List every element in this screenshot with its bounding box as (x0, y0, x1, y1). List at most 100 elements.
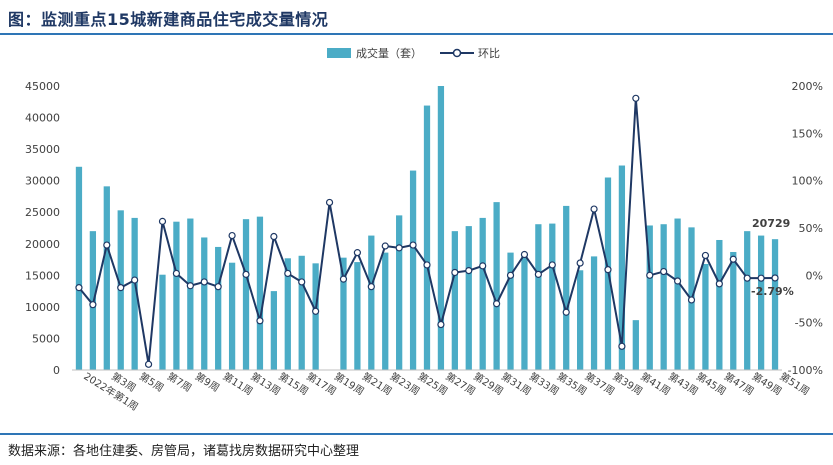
line-point (284, 269, 292, 278)
line-point (353, 249, 361, 257)
bar (730, 251, 737, 370)
line-point (534, 270, 542, 278)
x-tick-label: 第45周 (694, 370, 729, 398)
line-point (75, 284, 83, 292)
title-divider (0, 33, 833, 35)
bar (618, 165, 626, 370)
y-left-tick: 40000 (25, 112, 60, 125)
line-point (242, 270, 250, 278)
bar (674, 218, 681, 370)
bar (368, 235, 375, 370)
line-series (75, 94, 779, 368)
y-axis-right: -100% -50% 0% 50% 100% 150% 200% (788, 80, 823, 377)
bar (228, 262, 236, 370)
legend-bar-swatch (327, 48, 351, 58)
x-tick-label: 第33周 (527, 370, 562, 398)
x-tick-label: 第17周 (304, 370, 339, 398)
x-tick-label: 第13周 (248, 370, 283, 398)
bar (103, 186, 110, 370)
line-point (298, 278, 306, 286)
line-point (144, 360, 153, 368)
bar (744, 231, 751, 370)
line-point (646, 271, 654, 279)
line-point (325, 198, 334, 207)
y-left-tick: 25000 (25, 206, 60, 219)
bar (507, 252, 514, 370)
bar (215, 246, 222, 370)
data-source: 数据来源：各地住建委、房管局，诸葛找房数据研究中心整理 (8, 444, 360, 459)
y-right-tick: -50% (795, 317, 823, 330)
y-right-tick: 100% (792, 175, 823, 188)
legend-bar-label: 成交量（套） (356, 46, 422, 60)
bar (409, 170, 417, 370)
line-point (618, 342, 626, 350)
bar (716, 239, 723, 370)
bar (521, 252, 528, 370)
page-title: 图：监测重点15城新建商品住宅成交量情况 (8, 10, 329, 29)
bar (771, 239, 779, 370)
legend-line-marker (452, 48, 462, 58)
bar-series (75, 86, 779, 370)
bar (284, 258, 291, 370)
y-right-tick: -100% (788, 364, 823, 377)
x-tick-label: 第9周 (193, 370, 222, 395)
line-point (590, 205, 598, 213)
y-right-tick: 200% (792, 80, 823, 93)
line-point (701, 251, 710, 260)
line-point (423, 261, 431, 269)
bar (396, 215, 403, 370)
x-tick-label: 第15周 (276, 370, 311, 398)
line-point (200, 278, 208, 286)
x-tick-label: 第23周 (388, 370, 423, 398)
line-point (131, 276, 139, 284)
y-left-tick: 15000 (25, 269, 60, 282)
line-point (757, 274, 765, 282)
line-point (729, 255, 737, 263)
line-point (186, 282, 194, 290)
x-tick-label: 第41周 (638, 370, 673, 398)
line-point (604, 266, 612, 274)
line-point (312, 307, 320, 315)
bar (423, 105, 431, 370)
y-left-tick: 0 (53, 364, 60, 377)
y-right-tick: 150% (792, 127, 823, 140)
bar (173, 221, 180, 370)
line-point (89, 301, 97, 309)
x-tick-label: 第5周 (137, 370, 166, 395)
bar (660, 224, 667, 370)
footer-divider (0, 433, 833, 435)
line-point (771, 274, 779, 282)
bar (493, 202, 500, 370)
bar (340, 257, 347, 370)
line-point (437, 320, 445, 329)
bar (465, 226, 472, 370)
x-tick-label: 第7周 (165, 370, 194, 395)
bar (242, 219, 250, 370)
bar (632, 320, 639, 370)
bar (535, 224, 542, 370)
bar (159, 274, 166, 370)
line-point (465, 267, 473, 275)
y-left-tick: 45000 (25, 80, 60, 93)
line-point (103, 241, 111, 249)
line-point (576, 259, 584, 267)
y-left-tick: 10000 (25, 301, 60, 314)
x-tick-label: 第35周 (555, 370, 590, 398)
line-point (451, 268, 459, 277)
line-point (367, 283, 375, 291)
bar (75, 166, 83, 370)
line-point (158, 217, 167, 225)
bar (270, 291, 277, 370)
bar (757, 235, 765, 370)
x-tick-label: 第25周 (415, 370, 450, 398)
x-tick-label: 第49周 (750, 370, 785, 398)
bar (451, 231, 458, 370)
y-left-tick: 30000 (25, 175, 60, 188)
line-point (687, 296, 696, 304)
line-point (548, 261, 556, 269)
x-tick-label: 第31周 (499, 370, 534, 398)
line-point (673, 277, 682, 285)
line-point (562, 308, 570, 316)
bar (312, 263, 319, 370)
